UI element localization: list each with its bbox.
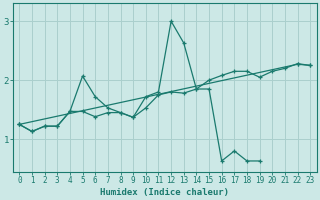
X-axis label: Humidex (Indice chaleur): Humidex (Indice chaleur) [100, 188, 229, 197]
